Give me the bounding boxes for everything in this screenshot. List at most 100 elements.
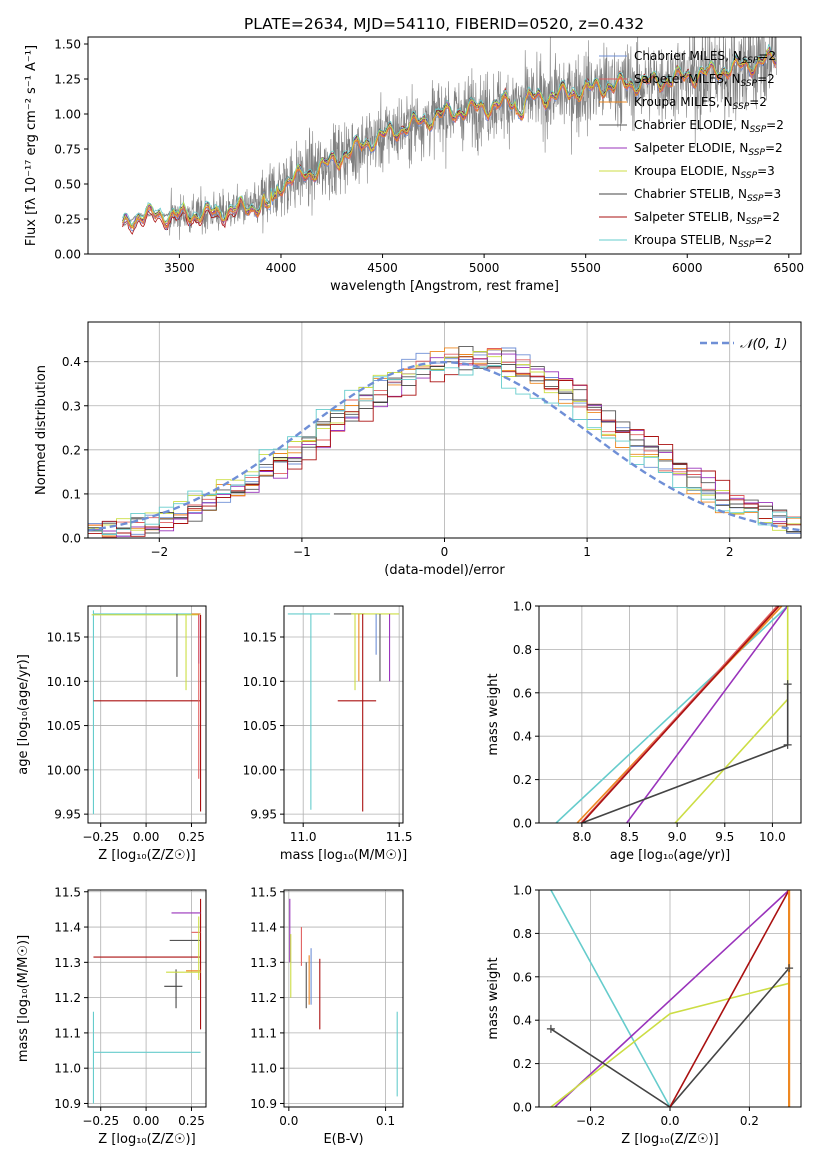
x-axis-label: Z [log₁₀(Z/Z☉)] bbox=[98, 1132, 195, 1147]
axes-residuals: −2 −1 0 1 2 0.0 0.1 0.2 0.3 0.4 (data-model)/error… bbox=[34, 321, 802, 578]
y-tick-label: 11.1 bbox=[54, 1026, 81, 1040]
axes-frame bbox=[87, 605, 207, 824]
axes-frame bbox=[538, 605, 802, 824]
x-tick-label: −0.2 bbox=[576, 1114, 605, 1128]
y-tick-label: 10.15 bbox=[47, 631, 81, 645]
x-tick-label: 0.00 bbox=[133, 1114, 160, 1128]
y-tick-label: 1.0 bbox=[513, 600, 532, 614]
weight-marker bbox=[785, 964, 794, 973]
x-tick-label: −0.25 bbox=[82, 830, 119, 844]
y-tick-label: 0.0 bbox=[513, 1101, 532, 1115]
cumulative-weight-line bbox=[626, 606, 789, 823]
x-tick-label: 11.0 bbox=[290, 830, 317, 844]
y-tick-label: 0.75 bbox=[54, 143, 81, 157]
y-tick-label: 10.15 bbox=[243, 631, 277, 645]
y-tick-label: 0.4 bbox=[62, 355, 81, 369]
legend-label: Salpeter STELIB, NSSP=2 bbox=[634, 210, 780, 227]
y-tick-label: 11.2 bbox=[250, 991, 277, 1005]
y-tick-label: 0.6 bbox=[513, 970, 532, 984]
residual-histogram bbox=[88, 356, 801, 537]
model-spectrum-line bbox=[122, 48, 777, 228]
x-axis-label: wavelength [Angstrom, rest frame] bbox=[330, 279, 559, 294]
plot-area-mass-vs-ebv bbox=[289, 898, 398, 1097]
y-tick-label: 11.4 bbox=[54, 921, 81, 935]
y-tick-label: 0.50 bbox=[54, 178, 81, 192]
y-tick-label: 0.4 bbox=[513, 1014, 532, 1028]
x-axis-label: E(B-V) bbox=[323, 1132, 363, 1147]
y-axis-label: Normed distribution bbox=[34, 365, 49, 495]
y-tick-label: 0.2 bbox=[513, 773, 532, 787]
x-tick-label: 6000 bbox=[672, 261, 703, 275]
axes-weight-vs-Z: −0.2 0.0 0.2 0.0 0.2 0.4 0.6 0.8 1.0 Z [log₁₀(Z/Z… bbox=[486, 884, 802, 1147]
y-axis-label: mass [log₁₀(M/M☉)] bbox=[16, 935, 31, 1062]
axes-age-vs-Z: −0.25 0.00 0.25 9.95 10.00 10.05 10.10 10.15 Z [… bbox=[16, 605, 207, 863]
y-tick-label: 10.10 bbox=[47, 675, 81, 689]
cumulative-weight-line bbox=[581, 684, 789, 823]
y-tick-label: 11.1 bbox=[250, 1026, 277, 1040]
x-tick-label: 1 bbox=[583, 545, 591, 559]
y-tick-label: 0.3 bbox=[62, 399, 81, 413]
y-tick-label: 1.00 bbox=[54, 108, 81, 122]
y-tick-label: 10.00 bbox=[47, 763, 81, 777]
spectrum-legend: Chabrier MILES, NSSP=2 Salpeter MILES, NS… bbox=[599, 49, 784, 250]
x-tick-label: 8.0 bbox=[572, 830, 591, 844]
legend-label: Chabrier ELODIE, NSSP=2 bbox=[634, 118, 784, 135]
legend-label: Kroupa ELODIE, NSSP=3 bbox=[634, 164, 775, 181]
y-tick-label: 10.9 bbox=[54, 1097, 81, 1111]
y-tick-label: 10.00 bbox=[243, 763, 277, 777]
plot-area-weight-vs-Z bbox=[546, 890, 794, 1107]
weight-marker bbox=[546, 1024, 555, 1033]
y-tick-label: 0.0 bbox=[513, 817, 532, 831]
y-tick-label: 11.2 bbox=[54, 991, 81, 1005]
weight-marker bbox=[783, 740, 792, 749]
y-tick-label: 0.6 bbox=[513, 686, 532, 700]
plot-area-mass-vs-Z bbox=[92, 898, 202, 1104]
x-axis-label: age [log₁₀(age/yr)] bbox=[610, 848, 731, 863]
y-tick-label: 0.2 bbox=[513, 1057, 532, 1071]
x-tick-label: 3500 bbox=[164, 261, 195, 275]
x-tick-label: 2 bbox=[726, 545, 734, 559]
y-axis-label: Flux [fλ 10⁻¹⁷ erg cm⁻² s⁻¹ A⁻¹] bbox=[24, 45, 39, 246]
x-axis-label: Z [log₁₀(Z/Z☉)] bbox=[621, 1132, 718, 1147]
axes-spectrum: 3500 4000 4500 5000 5500 6000 6500 0.00 0.25 0.50… bbox=[24, 36, 804, 294]
x-tick-label: 0.1 bbox=[376, 1114, 395, 1128]
cumulative-weight-line bbox=[580, 606, 778, 823]
legend-label: Salpeter MILES, NSSP=2 bbox=[634, 72, 775, 89]
y-tick-label: 11.0 bbox=[54, 1062, 81, 1076]
model-spectrum-line bbox=[122, 43, 777, 225]
axes-weight-vs-age: 8.0 8.5 9.0 9.5 10.0 0.0 0.2 0.4 0.6 0.8 1.0 age [l… bbox=[486, 600, 802, 863]
y-tick-label: 0.8 bbox=[513, 927, 532, 941]
residual-histogram bbox=[88, 361, 801, 533]
x-tick-label: 4000 bbox=[266, 261, 297, 275]
y-axis-label: mass weight bbox=[486, 673, 501, 755]
y-tick-label: 11.4 bbox=[250, 921, 277, 935]
axes-frame bbox=[283, 605, 404, 824]
axes-frame bbox=[87, 321, 802, 539]
legend-label: Kroupa STELIB, NSSP=2 bbox=[634, 233, 772, 250]
y-tick-label: 10.05 bbox=[243, 719, 277, 733]
y-tick-label: 0.0 bbox=[62, 532, 81, 546]
x-tick-label: 9.0 bbox=[668, 830, 687, 844]
legend-label: Chabrier STELIB, NSSP=3 bbox=[634, 187, 781, 204]
plot-area-residuals bbox=[88, 345, 801, 538]
cumulative-weight-line bbox=[555, 606, 789, 823]
x-tick-label: 5500 bbox=[570, 261, 601, 275]
x-tick-label: 0.2 bbox=[740, 1114, 759, 1128]
cumulative-weight-line bbox=[669, 890, 790, 1107]
cumulative-weight-line bbox=[554, 890, 790, 1107]
y-tick-label: 1.0 bbox=[513, 884, 532, 898]
y-tick-label: 1.50 bbox=[54, 38, 81, 52]
x-tick-label: 10.0 bbox=[759, 830, 786, 844]
y-tick-label: 1.25 bbox=[54, 73, 81, 87]
y-tick-label: 10.10 bbox=[243, 675, 277, 689]
x-tick-label: 5000 bbox=[469, 261, 500, 275]
y-tick-label: 11.0 bbox=[250, 1062, 277, 1076]
x-tick-label: −0.25 bbox=[82, 1114, 119, 1128]
cumulative-weight-line bbox=[674, 698, 789, 823]
cumulative-weight-line bbox=[550, 890, 671, 1107]
y-tick-label: 0.2 bbox=[62, 443, 81, 457]
plot-area-weight-vs-age bbox=[555, 606, 792, 823]
x-tick-label: −2 bbox=[150, 545, 168, 559]
plot-area-age-vs-mass bbox=[287, 613, 400, 812]
axes-frame bbox=[87, 36, 802, 255]
